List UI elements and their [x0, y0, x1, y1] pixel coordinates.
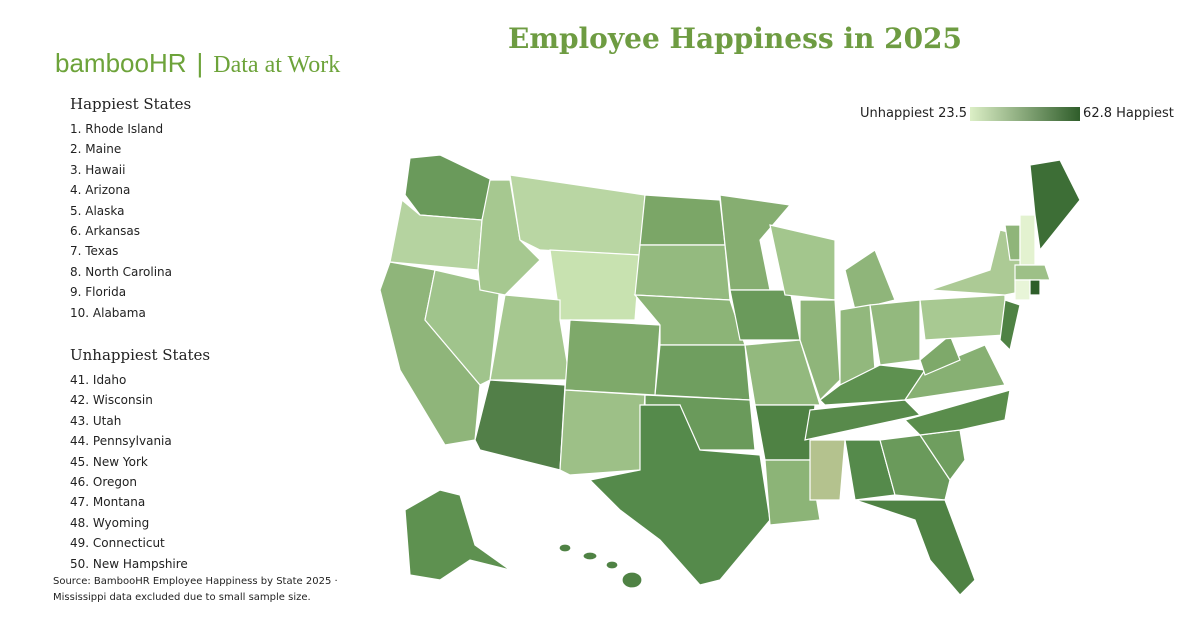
list-item: 41. Idaho	[70, 373, 127, 387]
list-item: 2. Maine	[70, 142, 122, 157]
list-item: 6. Arkansas	[70, 223, 140, 238]
title: Employee Happiness in 2025	[508, 22, 963, 55]
list-item: 50. New Hampshire	[70, 556, 188, 571]
list-item: 7. Texas	[70, 244, 119, 259]
list-item: 10. Alabama	[70, 305, 146, 320]
list-item: 45. New York	[70, 454, 148, 469]
list-heading: Happiest States	[70, 95, 192, 113]
unhappiest-list: Unhappiest States 41. Idaho 42. Wisconsin 4…	[70, 346, 330, 574]
list-item: 9. Florida	[70, 285, 127, 300]
list-item: 47. Montana	[70, 495, 146, 510]
source-note: Source: BambooHR Employee Happiness by S…	[53, 576, 338, 603]
legend: Unhappiest 23.5 62.8 Happiest	[860, 106, 1174, 121]
logo: bambooHR | Data at Work	[55, 48, 341, 78]
happiest-list: Happiest States 1. Rhode Island 2. Maine 3.…	[70, 95, 330, 323]
list-item: 42. Wisconsin	[70, 393, 153, 408]
tagline: Data at Work	[213, 52, 341, 78]
list-item: 4. Arizona	[70, 183, 131, 198]
brand: bambooHR	[55, 48, 187, 78]
list-item: 48. Wyoming	[70, 515, 150, 530]
list-item: 1. Rhode Island	[70, 122, 164, 136]
legend-gradient	[970, 106, 1081, 121]
legend-low-label: Unhappiest	[860, 106, 934, 121]
states	[379, 154, 1081, 596]
list-item: 46. Oregon	[70, 474, 137, 489]
list-item: 44. Pennsylvania	[70, 434, 172, 449]
legend-high-label: Happiest	[1116, 106, 1174, 121]
legend-low: 23.5	[938, 106, 968, 121]
list-item: 43. Utah	[70, 413, 122, 428]
list-item: 3. Hawaii	[70, 162, 126, 177]
legend-high: 62.8	[1083, 106, 1112, 121]
list-heading: Unhappiest States	[70, 346, 211, 364]
list-item: 8. North Carolina	[70, 264, 173, 279]
list-item: 5. Alaska	[70, 203, 125, 218]
list-item: 49. Connecticut	[70, 536, 165, 551]
